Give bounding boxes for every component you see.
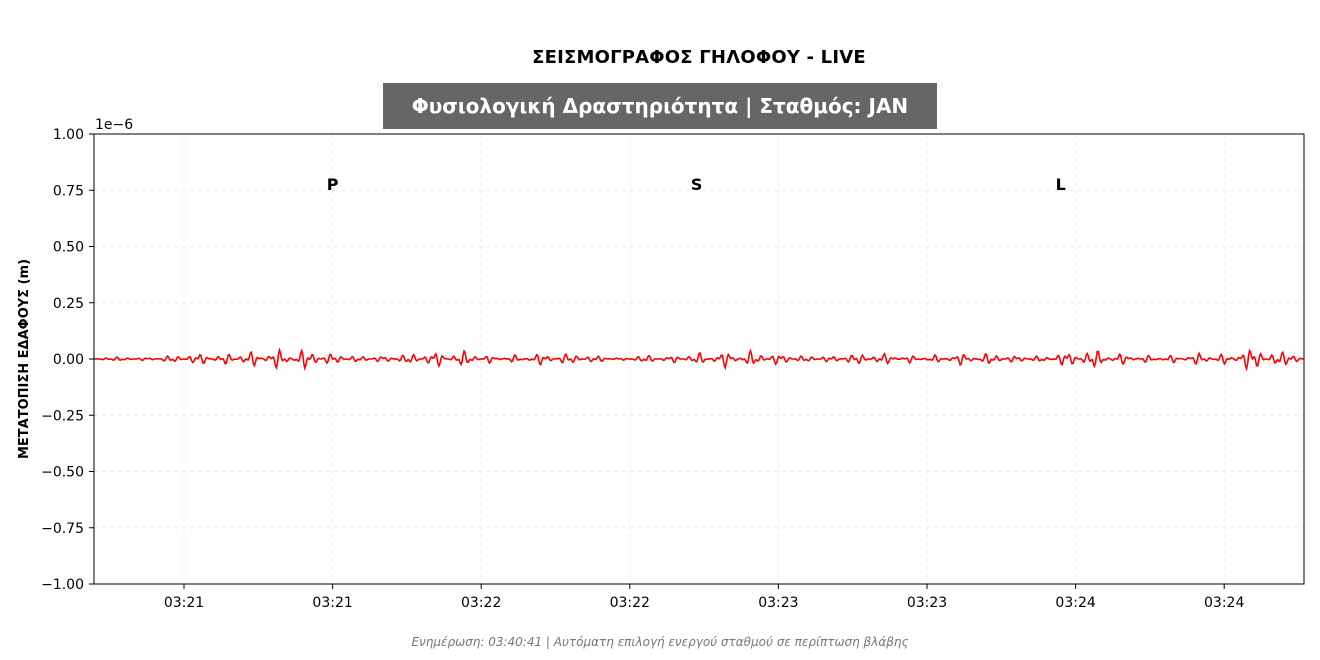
y-tick-label: −0.25 <box>41 408 84 424</box>
phase-marker-l: L <box>1056 175 1066 194</box>
grid-layer <box>94 134 1304 584</box>
y-tick-label: −0.75 <box>41 521 84 537</box>
y-tick-label: 0.25 <box>53 296 84 312</box>
trace-layer <box>93 347 1305 372</box>
x-tick-label: 03:21 <box>164 595 204 611</box>
y-tick-label: −1.00 <box>41 577 84 593</box>
phase-marker-p: P <box>327 175 339 194</box>
seismic-trace-line <box>93 347 1305 372</box>
y-tick-label: 0.75 <box>53 183 84 199</box>
footer-status: Ενημέρωση: 03:40:41 | Αυτόματη επιλογή ε… <box>411 635 909 649</box>
plot-frame <box>93 133 1305 585</box>
y-tick-label: 0.00 <box>53 352 84 368</box>
y-offset-label: 1e−6 <box>95 117 133 133</box>
y-axis-label: ΜΕΤΑΤΟΠΙΣΗ ΕΔΑΦΟΥΣ (m) <box>17 259 32 459</box>
phase-marker-s: S <box>691 175 703 194</box>
x-tick-label: 03:24 <box>1055 595 1095 611</box>
x-tick-label: 03:21 <box>312 595 352 611</box>
x-tick-label: 03:23 <box>758 595 798 611</box>
x-tick-label: 03:23 <box>907 595 947 611</box>
seismograph-chart: 1.00 0.75 0.50 0.25 0.00 −0.25 −0.50 −0.75 −1.00… <box>17 117 1305 611</box>
y-tick-label: −0.50 <box>41 465 84 481</box>
y-tick-label: 0.50 <box>53 240 84 256</box>
status-banner: Φυσιολογική Δραστηριότητα | Σταθμός: JAN <box>383 83 937 129</box>
x-tick-label: 03:22 <box>610 595 650 611</box>
tick-layer: 1.00 0.75 0.50 0.25 0.00 −0.25 −0.50 −0.75 −1.00… <box>41 127 1244 611</box>
x-tick-label: 03:22 <box>461 595 501 611</box>
chart-title: ΣΕΙΣΜΟΓΡΑΦΟΣ ΓΗΛΟΦΟΥ - LIVE <box>532 47 866 68</box>
y-tick-label: 1.00 <box>53 127 84 143</box>
x-tick-label: 03:24 <box>1204 595 1244 611</box>
